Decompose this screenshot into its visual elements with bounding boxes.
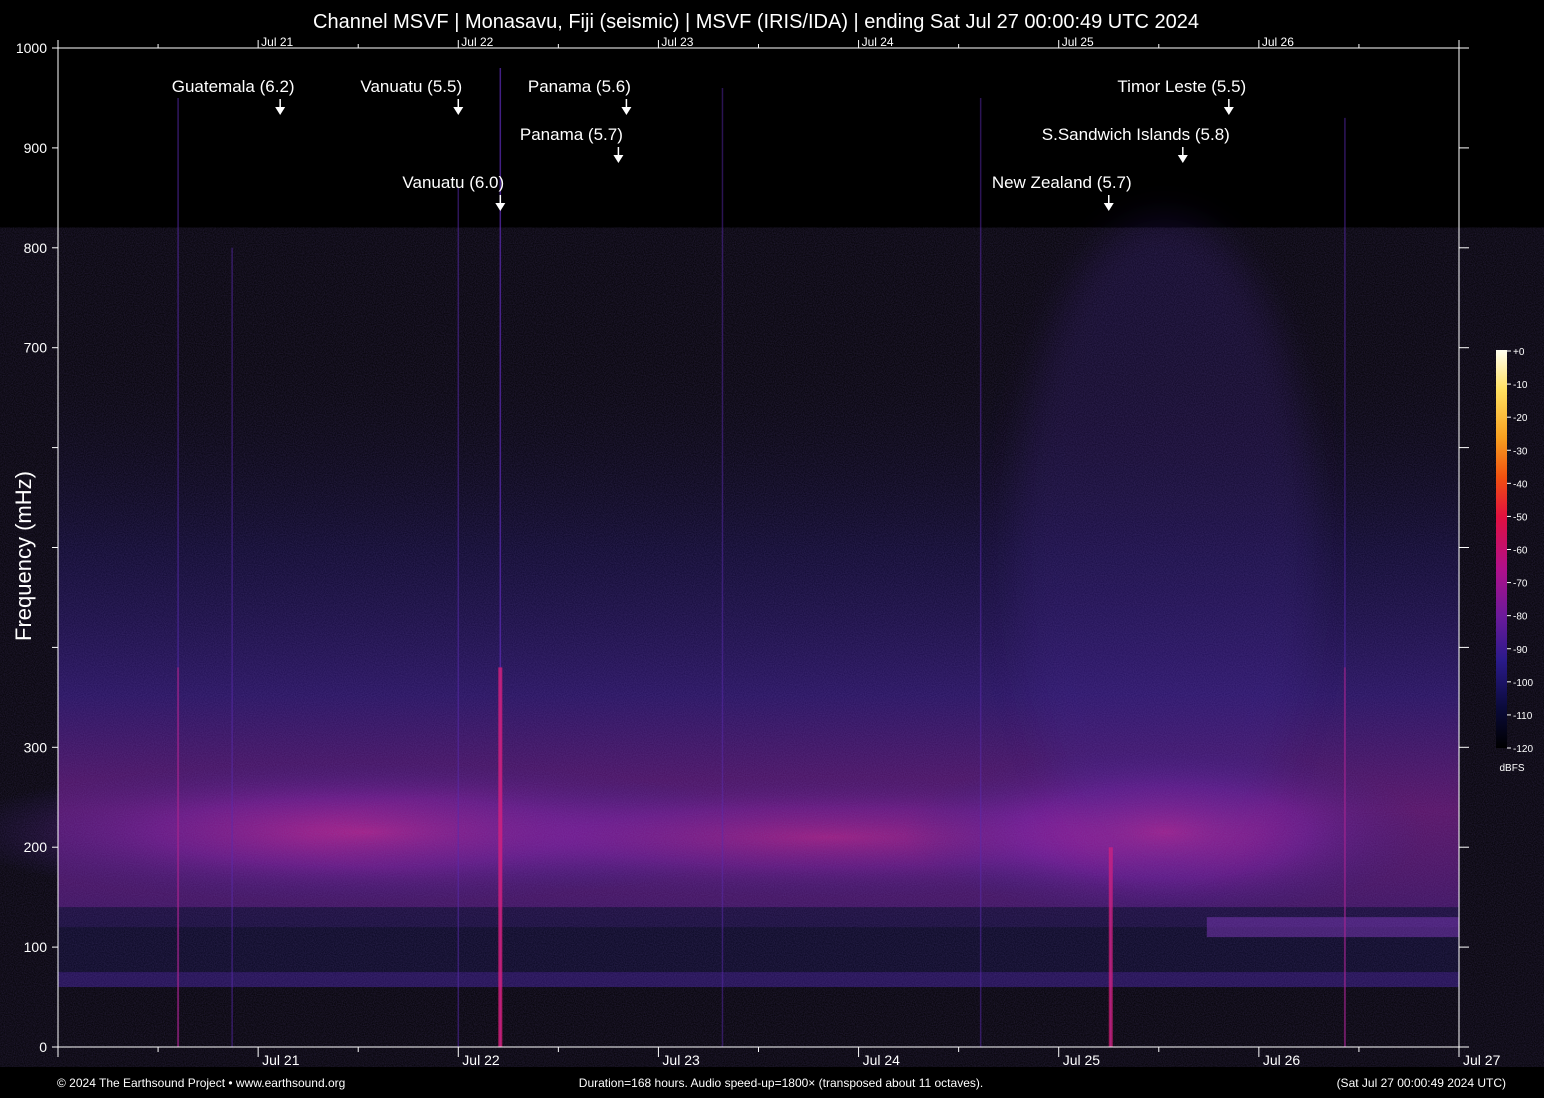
annotation-arrow-head — [621, 107, 632, 115]
annotation-arrow-head — [1103, 203, 1114, 211]
annotation-label: S.Sandwich Islands (5.8) — [1042, 125, 1230, 144]
x-date-label-bottom: Jul 21 — [262, 1052, 300, 1068]
colorbar-tick-label: -70 — [1513, 579, 1528, 590]
colorbar-tick-label: -50 — [1513, 512, 1528, 523]
x-axis: Jul 21 Jul 21 Jul 22 Jul 22 Jul 23 Jul 23 Jul … — [57, 35, 1501, 1068]
noise-texture — [58, 297, 1459, 998]
colorbar-tick-label: -110 — [1513, 711, 1533, 722]
annotation-label: Vanuatu (5.5) — [360, 77, 462, 96]
colorbar-tick-label: -30 — [1513, 446, 1528, 457]
colorbar-unit: dBFS — [1499, 763, 1524, 774]
footer-copyright: © 2024 The Earthsound Project • www.eart… — [57, 1076, 345, 1090]
colorbar-tick-label: -100 — [1513, 678, 1533, 689]
earthquake-annotations: Guatemala (6.2) Vanuatu (5.5) Vanuatu (6.0… — [172, 77, 1246, 211]
annotation-label: Vanuatu (6.0) — [402, 173, 504, 192]
y-axis: 0 100 200 300 700 800 900 1000 — [16, 40, 1469, 1055]
annotation-arrow-head — [275, 107, 286, 115]
colorbar-gradient — [1496, 350, 1507, 748]
colorbar-tick-label: -120 — [1513, 744, 1533, 755]
x-date-label-bottom: Jul 22 — [462, 1052, 500, 1068]
x-date-label-top: Jul 22 — [461, 35, 493, 49]
chart-title: Channel MSVF | Monasavu, Fiji (seismic) … — [313, 11, 1199, 33]
x-date-label-bottom: Jul 26 — [1263, 1052, 1301, 1068]
y-tick-label: 200 — [24, 839, 48, 855]
y-tick-label: 900 — [24, 140, 48, 156]
annotation-label: New Zealand (5.7) — [992, 173, 1132, 192]
x-date-label-top: Jul 25 — [1062, 35, 1094, 49]
x-date-label-bottom: Jul 24 — [863, 1052, 901, 1068]
x-date-label-top: Jul 23 — [661, 35, 693, 49]
annotation-label: Panama (5.7) — [520, 125, 623, 144]
annotation-label: Timor Leste (5.5) — [1117, 77, 1246, 96]
colorbar-tick-label: +0 — [1513, 347, 1525, 358]
x-date-label-bottom: Jul 25 — [1063, 1052, 1101, 1068]
annotation-label: Panama (5.6) — [528, 77, 631, 96]
spectrogram-background — [0, 48, 1459, 1047]
annotation-arrow-head — [613, 155, 624, 163]
footer-duration: Duration=168 hours. Audio speed-up=1800×… — [579, 1076, 983, 1090]
y-tick-label: 1000 — [16, 40, 47, 56]
bottom-quiet — [58, 992, 1459, 1047]
colorbar-tick-label: -10 — [1513, 380, 1528, 391]
colorbar: +0 -10 -20 -30 -40 -50 -60 -70 -80 -90 -100 -110 -12… — [1496, 347, 1533, 774]
x-date-label-bottom: Jul 23 — [662, 1052, 700, 1068]
x-end-label: Jul 27 — [1463, 1052, 1501, 1068]
x-date-label-top: Jul 24 — [862, 35, 894, 49]
colorbar-tick-label: -40 — [1513, 479, 1528, 490]
x-date-label-top: Jul 21 — [261, 35, 293, 49]
y-tick-label: 700 — [24, 340, 48, 356]
y-tick-label: 0 — [39, 1039, 47, 1055]
footer-ending: (Sat Jul 27 00:00:49 2024 UTC) — [1337, 1076, 1506, 1090]
colorbar-tick-label: -80 — [1513, 612, 1528, 623]
annotation-label: Guatemala (6.2) — [172, 77, 295, 96]
colorbar-tick-label: -90 — [1513, 645, 1528, 656]
annotation-arrow-head — [1177, 155, 1188, 163]
y-tick-label: 100 — [24, 939, 48, 955]
annotation-arrow-head — [453, 107, 464, 115]
annotation-arrow-head — [1223, 107, 1234, 115]
colorbar-tick-label: -60 — [1513, 546, 1528, 557]
y-tick-label: 300 — [24, 739, 48, 755]
y-axis-label: Frequency (mHz) — [11, 471, 36, 641]
annotation-arrow-head — [495, 203, 506, 211]
x-date-label-top: Jul 26 — [1262, 35, 1294, 49]
event-streaks — [177, 67, 1346, 1047]
colorbar-tick-label: -20 — [1513, 413, 1528, 424]
y-tick-label: 800 — [24, 240, 48, 256]
